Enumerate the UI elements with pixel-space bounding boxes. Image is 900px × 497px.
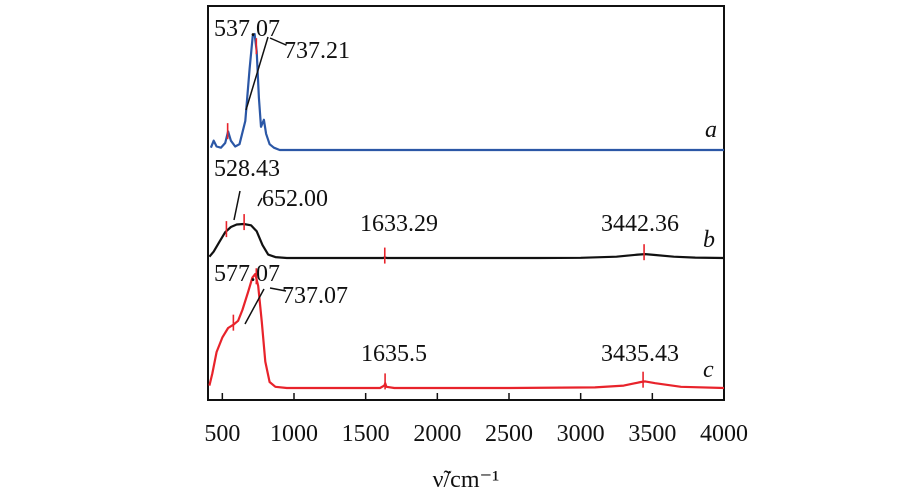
x-tick-label: 500 <box>204 421 240 447</box>
peak-label: 1633.29 <box>360 211 438 237</box>
x-tick-label: 3000 <box>557 421 605 447</box>
peak-leader-line <box>269 37 287 46</box>
x-axis-label: ν̃/cm⁻¹ <box>433 467 500 493</box>
x-tick-label: 2000 <box>413 421 461 447</box>
x-tick-label: 4000 <box>700 421 748 447</box>
series-a-line <box>209 32 724 152</box>
x-tick-label: 1000 <box>270 421 318 447</box>
series-b-line <box>208 222 725 260</box>
peak-label: 3442.36 <box>601 211 679 237</box>
peak-label: 652.00 <box>262 186 328 212</box>
peak-label: 537.07 <box>214 16 280 42</box>
peak-leader-line <box>244 288 265 325</box>
series-a-label: a <box>705 117 717 143</box>
x-ticks: 500 1000 1500 2000 2500 3000 3500 4000 <box>204 393 748 447</box>
peak-label: 737.07 <box>282 283 348 309</box>
x-tick-label: 3500 <box>628 421 676 447</box>
plot-frame <box>207 5 725 401</box>
peak-label: 528.43 <box>214 156 280 182</box>
peak-label: 737.21 <box>284 38 350 64</box>
x-tick-label: 2500 <box>485 421 533 447</box>
peak-label: 3435.43 <box>601 341 679 367</box>
peak-leader-line <box>257 197 263 207</box>
peak-leader-line <box>269 287 287 292</box>
x-tick-label: 1500 <box>342 421 390 447</box>
series-c-label: c <box>703 357 714 383</box>
peak-leader-line <box>233 190 241 221</box>
peak-leader-line <box>245 36 269 111</box>
series-b-label: b <box>703 227 715 253</box>
peak-label: 1635.5 <box>361 341 427 367</box>
peak-label: 577.07 <box>214 261 280 287</box>
